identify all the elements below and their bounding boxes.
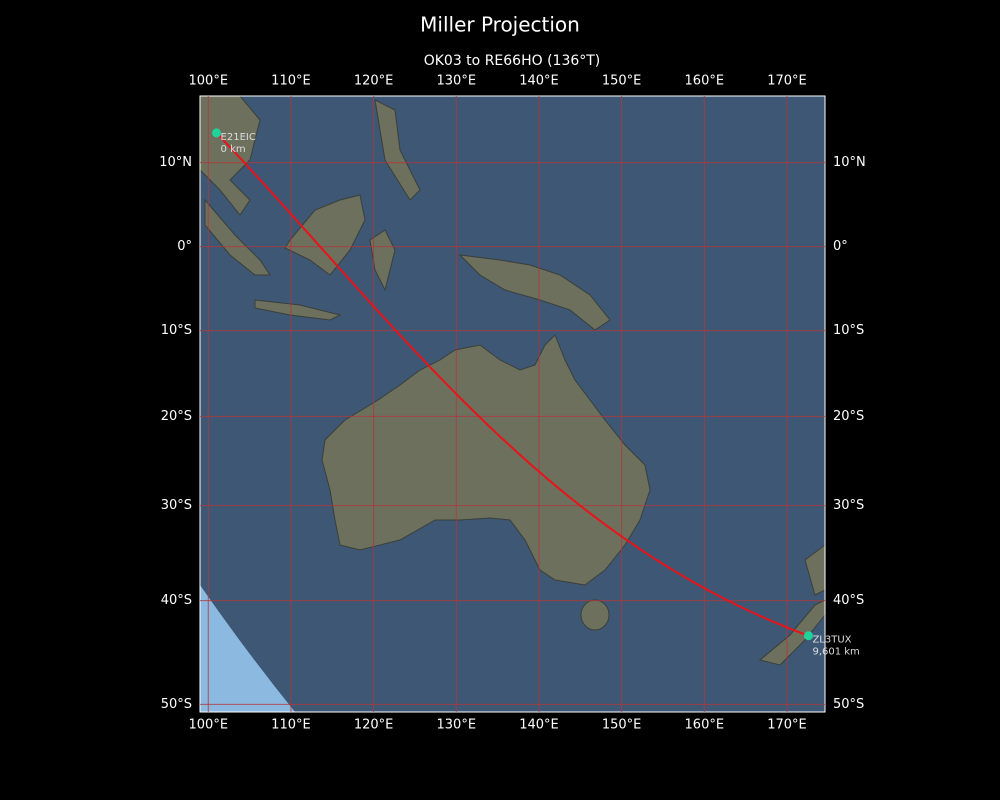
java — [254, 299, 342, 321]
x-tick-label-top: 170°E — [767, 74, 807, 89]
station-distance: 0 km — [221, 144, 246, 155]
route — [215, 132, 809, 637]
x-tick-label-bottom: 160°E — [685, 718, 725, 733]
y-tick-label-right: 50°S — [833, 697, 864, 712]
station — [212, 128, 222, 138]
y-tick-label-right: 30°S — [833, 498, 864, 513]
x-tick-label-top: 160°E — [685, 74, 725, 89]
x-tick-label-top: 120°E — [354, 74, 394, 89]
map-subtitle: OK03 to RE66HO (136°T) — [424, 53, 601, 69]
sulawesi — [369, 229, 396, 292]
x-tick-label-bottom: 120°E — [354, 718, 394, 733]
y-tick-label-right: 0° — [833, 239, 848, 254]
y-tick-label-left: 30°S — [161, 498, 192, 513]
australia — [321, 334, 651, 586]
x-tick-label-top: 100°E — [189, 74, 229, 89]
y-tick-label-left: 10°S — [161, 323, 192, 338]
sumatra — [204, 198, 271, 276]
y-tick-label-left: 40°S — [161, 593, 192, 608]
station — [803, 631, 813, 641]
x-tick-label-bottom: 150°E — [602, 718, 642, 733]
y-tick-label-left: 10°N — [159, 155, 192, 170]
x-tick-label-top: 130°E — [437, 74, 477, 89]
map-title: Miller Projection — [420, 13, 580, 37]
y-tick-label-right: 10°S — [833, 323, 864, 338]
y-tick-label-left: 20°S — [161, 409, 192, 424]
station-name: ZL3TUX — [812, 635, 851, 646]
station-distance: 9,601 km — [812, 647, 859, 658]
mainland-asia — [199, 95, 261, 216]
map-frame — [199, 95, 826, 713]
y-tick-label-right: 40°S — [833, 593, 864, 608]
x-tick-label-bottom: 110°E — [271, 718, 311, 733]
map-base — [199, 95, 826, 712]
x-tick-label-top: 150°E — [602, 74, 642, 89]
philippines — [374, 99, 421, 201]
x-tick-label-bottom: 130°E — [437, 718, 477, 733]
x-tick-label-bottom: 100°E — [189, 718, 229, 733]
x-tick-label-top: 140°E — [519, 74, 559, 89]
y-tick-label-left: 50°S — [161, 697, 192, 712]
x-tick-label-bottom: 170°E — [767, 718, 807, 733]
y-tick-label-right: 20°S — [833, 409, 864, 424]
x-tick-label-top: 110°E — [271, 74, 311, 89]
borneo — [284, 194, 366, 276]
y-tick-label-left: 0° — [177, 239, 192, 254]
tasmania — [580, 599, 610, 631]
ice — [200, 585, 295, 712]
x-tick-label-bottom: 140°E — [519, 718, 559, 733]
y-tick-label-right: 10°N — [833, 155, 866, 170]
new-guinea — [458, 254, 611, 331]
station-name: E21EIC — [221, 132, 256, 143]
